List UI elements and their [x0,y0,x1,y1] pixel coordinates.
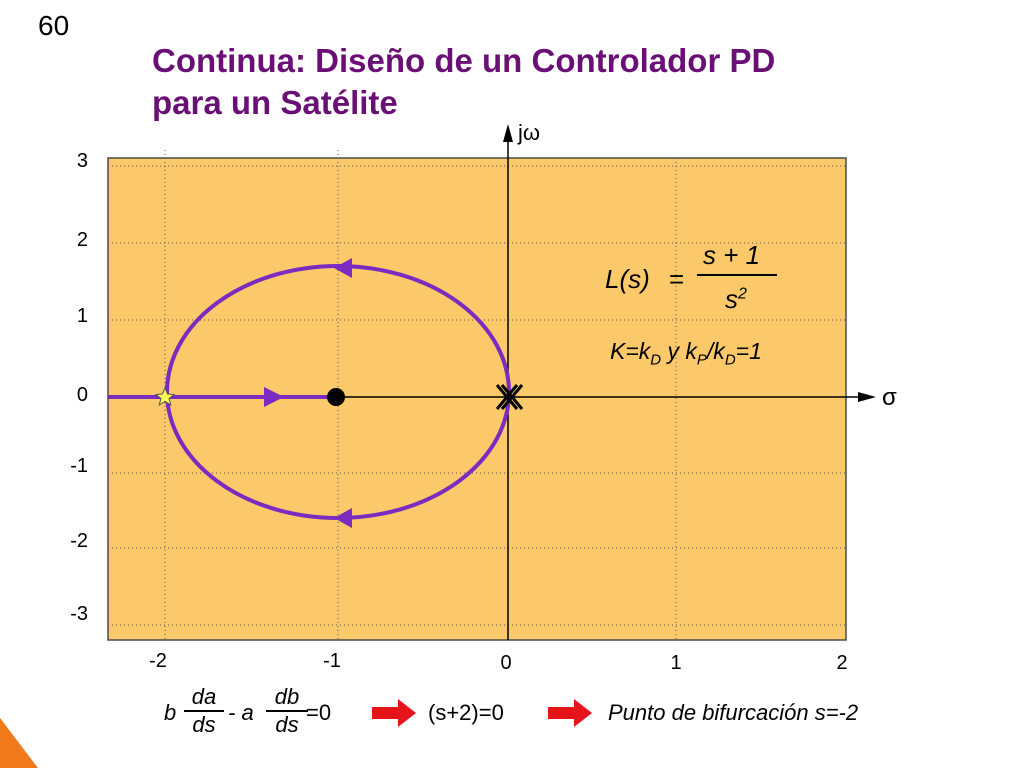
locus-arrow-top [334,258,352,278]
formula-numerator: s + 1 [703,240,761,270]
eq-b: b [164,700,177,725]
y-tick-3: 3 [76,150,88,172]
imaginary-axis-arrowhead [503,124,513,142]
eq-minus-a: - a [228,700,254,725]
double-pole-marker [495,384,524,410]
star-icon [154,386,176,407]
formula-lhs: L(s) [605,264,650,294]
y-tick-neg1: -1 [70,455,88,477]
title-line-1: Continua: Diseño de un Controlador PD [152,42,776,79]
x-tick-0: 0 [500,652,512,674]
eq-equals-zero: =0 [306,700,332,725]
eq-db: db [266,684,308,712]
y-tick-0: 0 [76,384,88,406]
fraction-da-ds: da ds [184,684,224,738]
y-tick-1: 1 [76,305,88,327]
eq-ds-2: ds [275,712,299,737]
real-axis-label: σ [882,384,897,411]
corner-decoration [0,718,38,768]
x-tick-neg2: -2 [149,650,167,672]
transfer-function: L(s) = s + 1 s2 [605,240,825,320]
y-tick-neg3: -3 [70,603,88,625]
eq-ds-1: ds [192,712,216,737]
fraction-bar [697,274,777,276]
y-tick-2: 2 [76,229,88,251]
formula-denominator: s2 [725,284,747,314]
imaginary-axis-label: jω [518,120,541,145]
red-arrow-icon [548,699,592,727]
x-tick-2: 2 [836,652,848,674]
x-tick-1: 1 [670,652,682,674]
zero-marker [327,388,345,406]
slide-number: 60 [38,10,70,41]
gain-definition: K=kD y kP/kD=1 [610,338,762,369]
fraction-db-ds: db ds [266,684,308,738]
eq-da: da [184,684,224,712]
eq-result-2: Punto de bifurcación s=-2 [608,700,859,725]
eq-result-1: (s+2)=0 [428,700,504,725]
locus-arrow-bottom [334,508,352,528]
formula-equals: = [669,264,685,294]
red-arrow-icon [372,699,416,727]
locus-arrow-right [264,387,284,407]
x-tick-neg1: -1 [323,650,341,672]
title-line-2: para un Satélite [152,84,398,121]
breakaway-equation-row: b da ds - a db ds =0 (s+2)=0 Punto de bi… [0,678,1024,748]
real-axis-arrowhead [858,392,876,402]
y-tick-neg2: -2 [70,530,88,552]
slide-title: Continua: Diseño de un Controlador PD pa… [152,40,952,124]
